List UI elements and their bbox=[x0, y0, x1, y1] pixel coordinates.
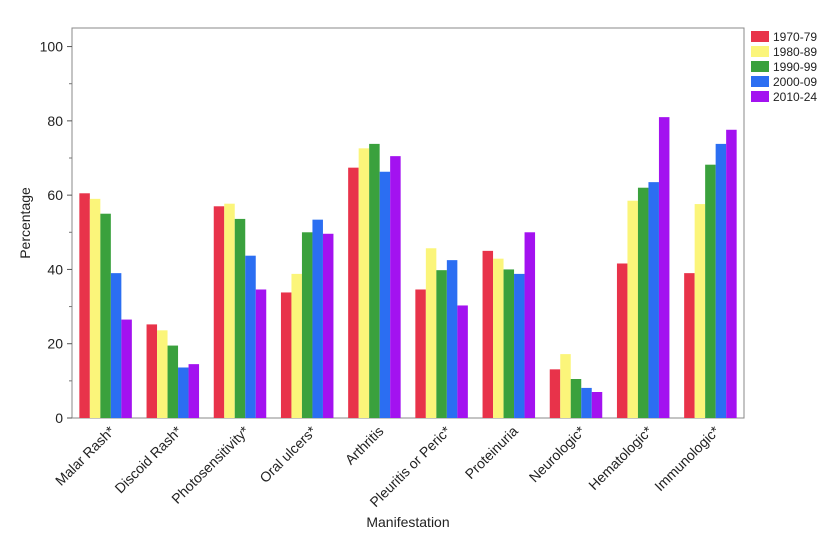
bar-2010-24-1 bbox=[188, 364, 200, 418]
bar-2000-09-4 bbox=[379, 171, 391, 418]
legend-swatch bbox=[751, 46, 769, 57]
x-category-label: Immunologic* bbox=[651, 422, 723, 494]
bar-2010-24-3 bbox=[322, 233, 334, 418]
bar-1970-79-7 bbox=[549, 369, 561, 418]
bar-1980-89-6 bbox=[493, 258, 504, 418]
legend-swatch bbox=[751, 91, 769, 102]
bars-group bbox=[79, 117, 737, 418]
bar-2010-24-6 bbox=[524, 232, 536, 418]
legend-label: 1970-79 bbox=[773, 30, 817, 44]
bar-1980-89-5 bbox=[425, 248, 437, 418]
bar-1990-99-4 bbox=[369, 143, 380, 418]
bar-1980-89-0 bbox=[89, 198, 101, 418]
y-axis: 0 20 40 60 80 100 bbox=[40, 39, 72, 426]
bar-1970-79-2 bbox=[213, 206, 225, 418]
bar-2000-09-5 bbox=[446, 260, 458, 418]
bar-1980-89-1 bbox=[157, 330, 168, 418]
bar-2000-09-8 bbox=[648, 182, 659, 418]
x-category-label: Hematologic* bbox=[585, 422, 656, 493]
bar-2010-24-9 bbox=[726, 129, 737, 418]
bar-1980-89-7 bbox=[560, 354, 571, 418]
bar-1990-99-5 bbox=[436, 270, 447, 418]
y-tick-label: 100 bbox=[40, 39, 64, 55]
legend-label: 2000-09 bbox=[773, 75, 817, 89]
bar-1990-99-9 bbox=[705, 164, 716, 418]
bar-1990-99-6 bbox=[503, 269, 515, 418]
y-tick-label: 40 bbox=[47, 261, 63, 277]
bar-1980-89-3 bbox=[291, 273, 302, 418]
x-category-label: Oral ulcers* bbox=[256, 422, 319, 485]
bar-1970-79-0 bbox=[79, 193, 90, 418]
bar-1970-79-4 bbox=[348, 167, 359, 418]
bar-1970-79-9 bbox=[684, 273, 695, 418]
y-tick-label: 20 bbox=[47, 336, 63, 352]
legend-label: 1990-99 bbox=[773, 60, 817, 74]
bar-2010-24-8 bbox=[658, 117, 670, 418]
bar-1970-79-6 bbox=[482, 250, 494, 418]
bar-2000-09-1 bbox=[178, 367, 189, 418]
bar-1990-99-2 bbox=[234, 218, 246, 418]
legend-label: 1980-89 bbox=[773, 45, 817, 59]
legend-swatch bbox=[751, 61, 769, 72]
bar-2000-09-6 bbox=[514, 273, 525, 418]
bar-1990-99-1 bbox=[167, 345, 179, 418]
bar-2010-24-4 bbox=[390, 156, 401, 418]
x-axis: Malar Rash*Discoid Rash*Photosensitivity… bbox=[52, 422, 723, 510]
bar-1980-89-4 bbox=[358, 148, 370, 418]
bar-2010-24-7 bbox=[591, 392, 603, 418]
x-category-label: Discoid Rash* bbox=[111, 422, 185, 496]
legend-swatch bbox=[751, 31, 769, 42]
bar-2010-24-5 bbox=[457, 305, 468, 418]
bar-1980-89-9 bbox=[694, 204, 706, 418]
x-category-label: Arthritis bbox=[342, 423, 387, 468]
bar-1990-99-0 bbox=[100, 213, 111, 418]
bar-1970-79-8 bbox=[616, 263, 628, 418]
x-category-label: Malar Rash* bbox=[52, 422, 118, 488]
bar-2000-09-3 bbox=[312, 219, 323, 418]
bar-1970-79-1 bbox=[146, 324, 158, 418]
x-category-label: Neurologic* bbox=[526, 422, 589, 485]
x-category-label: Proteinuria bbox=[462, 423, 521, 482]
y-tick-label: 80 bbox=[47, 113, 63, 129]
y-axis-title: Percentage bbox=[17, 187, 33, 259]
legend-label: 2010-24 bbox=[773, 90, 817, 104]
bar-1990-99-3 bbox=[301, 232, 313, 418]
legend-swatch bbox=[751, 76, 769, 87]
bar-1990-99-7 bbox=[570, 379, 582, 418]
bar-2000-09-7 bbox=[581, 387, 592, 418]
bar-1970-79-5 bbox=[415, 289, 426, 418]
bar-2000-09-2 bbox=[245, 255, 256, 418]
bar-1990-99-8 bbox=[637, 187, 649, 418]
bar-2000-09-0 bbox=[110, 273, 122, 418]
bar-2010-24-2 bbox=[255, 289, 267, 418]
bar-2000-09-9 bbox=[715, 143, 727, 418]
bar-2010-24-0 bbox=[121, 319, 132, 418]
bar-1970-79-3 bbox=[280, 292, 292, 418]
y-tick-label: 0 bbox=[55, 410, 63, 426]
bar-1980-89-2 bbox=[224, 203, 235, 418]
y-tick-label: 60 bbox=[47, 187, 63, 203]
x-axis-title: Manifestation bbox=[366, 514, 449, 530]
bar-1980-89-8 bbox=[627, 200, 638, 418]
